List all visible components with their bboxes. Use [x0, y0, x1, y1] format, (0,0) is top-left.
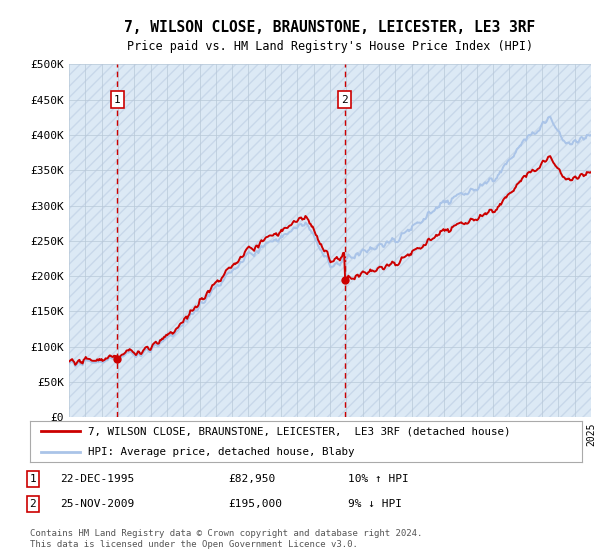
Text: 1: 1 — [114, 95, 121, 105]
Text: 22-DEC-1995: 22-DEC-1995 — [60, 474, 134, 484]
Text: 10% ↑ HPI: 10% ↑ HPI — [348, 474, 409, 484]
Text: 9% ↓ HPI: 9% ↓ HPI — [348, 499, 402, 509]
Text: Contains HM Land Registry data © Crown copyright and database right 2024.
This d: Contains HM Land Registry data © Crown c… — [30, 529, 422, 549]
Text: HPI: Average price, detached house, Blaby: HPI: Average price, detached house, Blab… — [88, 447, 355, 457]
Text: Price paid vs. HM Land Registry's House Price Index (HPI): Price paid vs. HM Land Registry's House … — [127, 40, 533, 53]
Text: 2: 2 — [29, 499, 37, 509]
Text: 25-NOV-2009: 25-NOV-2009 — [60, 499, 134, 509]
Text: 2: 2 — [341, 95, 348, 105]
Text: £195,000: £195,000 — [228, 499, 282, 509]
Text: 7, WILSON CLOSE, BRAUNSTONE, LEICESTER, LE3 3RF: 7, WILSON CLOSE, BRAUNSTONE, LEICESTER, … — [124, 20, 536, 35]
Text: £82,950: £82,950 — [228, 474, 275, 484]
Text: 7, WILSON CLOSE, BRAUNSTONE, LEICESTER,  LE3 3RF (detached house): 7, WILSON CLOSE, BRAUNSTONE, LEICESTER, … — [88, 426, 511, 436]
Text: 1: 1 — [29, 474, 37, 484]
